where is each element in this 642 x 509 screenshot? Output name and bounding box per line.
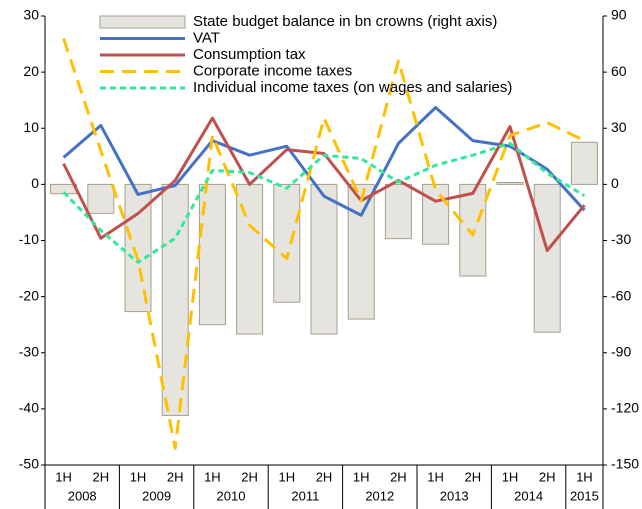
- y-tick-label: -50: [19, 456, 39, 472]
- x-group-label: 2011: [291, 488, 319, 503]
- x-tick-label: 1H: [576, 469, 593, 484]
- bar: [347, 183, 375, 320]
- x-tick-label: 1H: [55, 469, 72, 484]
- y-tick-label: -10: [19, 231, 39, 247]
- x-group-label: 2015: [570, 488, 599, 503]
- line-series: [62, 141, 586, 264]
- x-tick-label: 2H: [316, 469, 333, 484]
- bar: [310, 183, 338, 335]
- x-tick-label: 2H: [539, 469, 556, 484]
- y2-tick-label: 30: [611, 119, 627, 135]
- legend-label: Corporate income taxes: [193, 62, 352, 79]
- y2-tick-label: -60: [611, 287, 631, 303]
- legend-label: State budget balance in bn crowns (right…: [193, 13, 497, 30]
- x-tick-label: 1H: [130, 469, 147, 484]
- bar: [496, 182, 524, 185]
- x-tick-label: 1H: [427, 469, 444, 484]
- y-tick-label: 0: [31, 175, 39, 191]
- bar: [87, 183, 115, 214]
- legend-label: Individual income taxes (on wages and sa…: [193, 79, 512, 96]
- x-group-label: 2009: [142, 488, 171, 503]
- x-tick-label: 1H: [353, 469, 370, 484]
- line-series: [62, 105, 586, 217]
- x-tick-label: 2H: [241, 469, 258, 484]
- y-tick-label: 30: [23, 7, 39, 23]
- x-group-label: 2012: [365, 488, 394, 503]
- x-tick-label: 2H: [92, 469, 109, 484]
- y2-tick-label: 60: [611, 63, 627, 79]
- x-tick-label: 2H: [464, 469, 481, 484]
- y-tick-label: -40: [19, 400, 39, 416]
- bar: [570, 141, 598, 185]
- x-tick-label: 1H: [278, 469, 295, 484]
- x-tick-label: 2H: [390, 469, 407, 484]
- y-tick-label: -20: [19, 287, 39, 303]
- bar: [459, 183, 487, 277]
- y2-tick-label: -90: [611, 343, 631, 359]
- y-tick-label: 20: [23, 63, 39, 79]
- bar: [273, 183, 301, 303]
- bar: [384, 183, 412, 240]
- y2-tick-label: 0: [611, 175, 619, 191]
- y-tick-label: -30: [19, 343, 39, 359]
- legend-label: Consumption tax: [193, 46, 306, 63]
- y2-tick-label: -150: [611, 456, 639, 472]
- y2-tick-label: -30: [611, 231, 631, 247]
- legend-swatch: [99, 15, 186, 29]
- y2-tick-label: -120: [611, 400, 639, 416]
- x-group-label: 2008: [68, 488, 97, 503]
- line-series: [62, 37, 586, 450]
- legend-label: VAT: [193, 29, 220, 46]
- x-group-label: 2013: [440, 488, 469, 503]
- y2-tick-label: 90: [611, 7, 627, 23]
- x-tick-label: 2H: [167, 469, 184, 484]
- line-series: [62, 116, 586, 253]
- x-tick-label: 1H: [204, 469, 221, 484]
- y-tick-label: 10: [23, 119, 39, 135]
- bar: [533, 183, 561, 333]
- bar: [236, 183, 264, 335]
- x-group-label: 2014: [514, 488, 543, 503]
- x-group-label: 2010: [217, 488, 246, 503]
- x-tick-label: 1H: [502, 469, 519, 484]
- bar: [422, 183, 450, 245]
